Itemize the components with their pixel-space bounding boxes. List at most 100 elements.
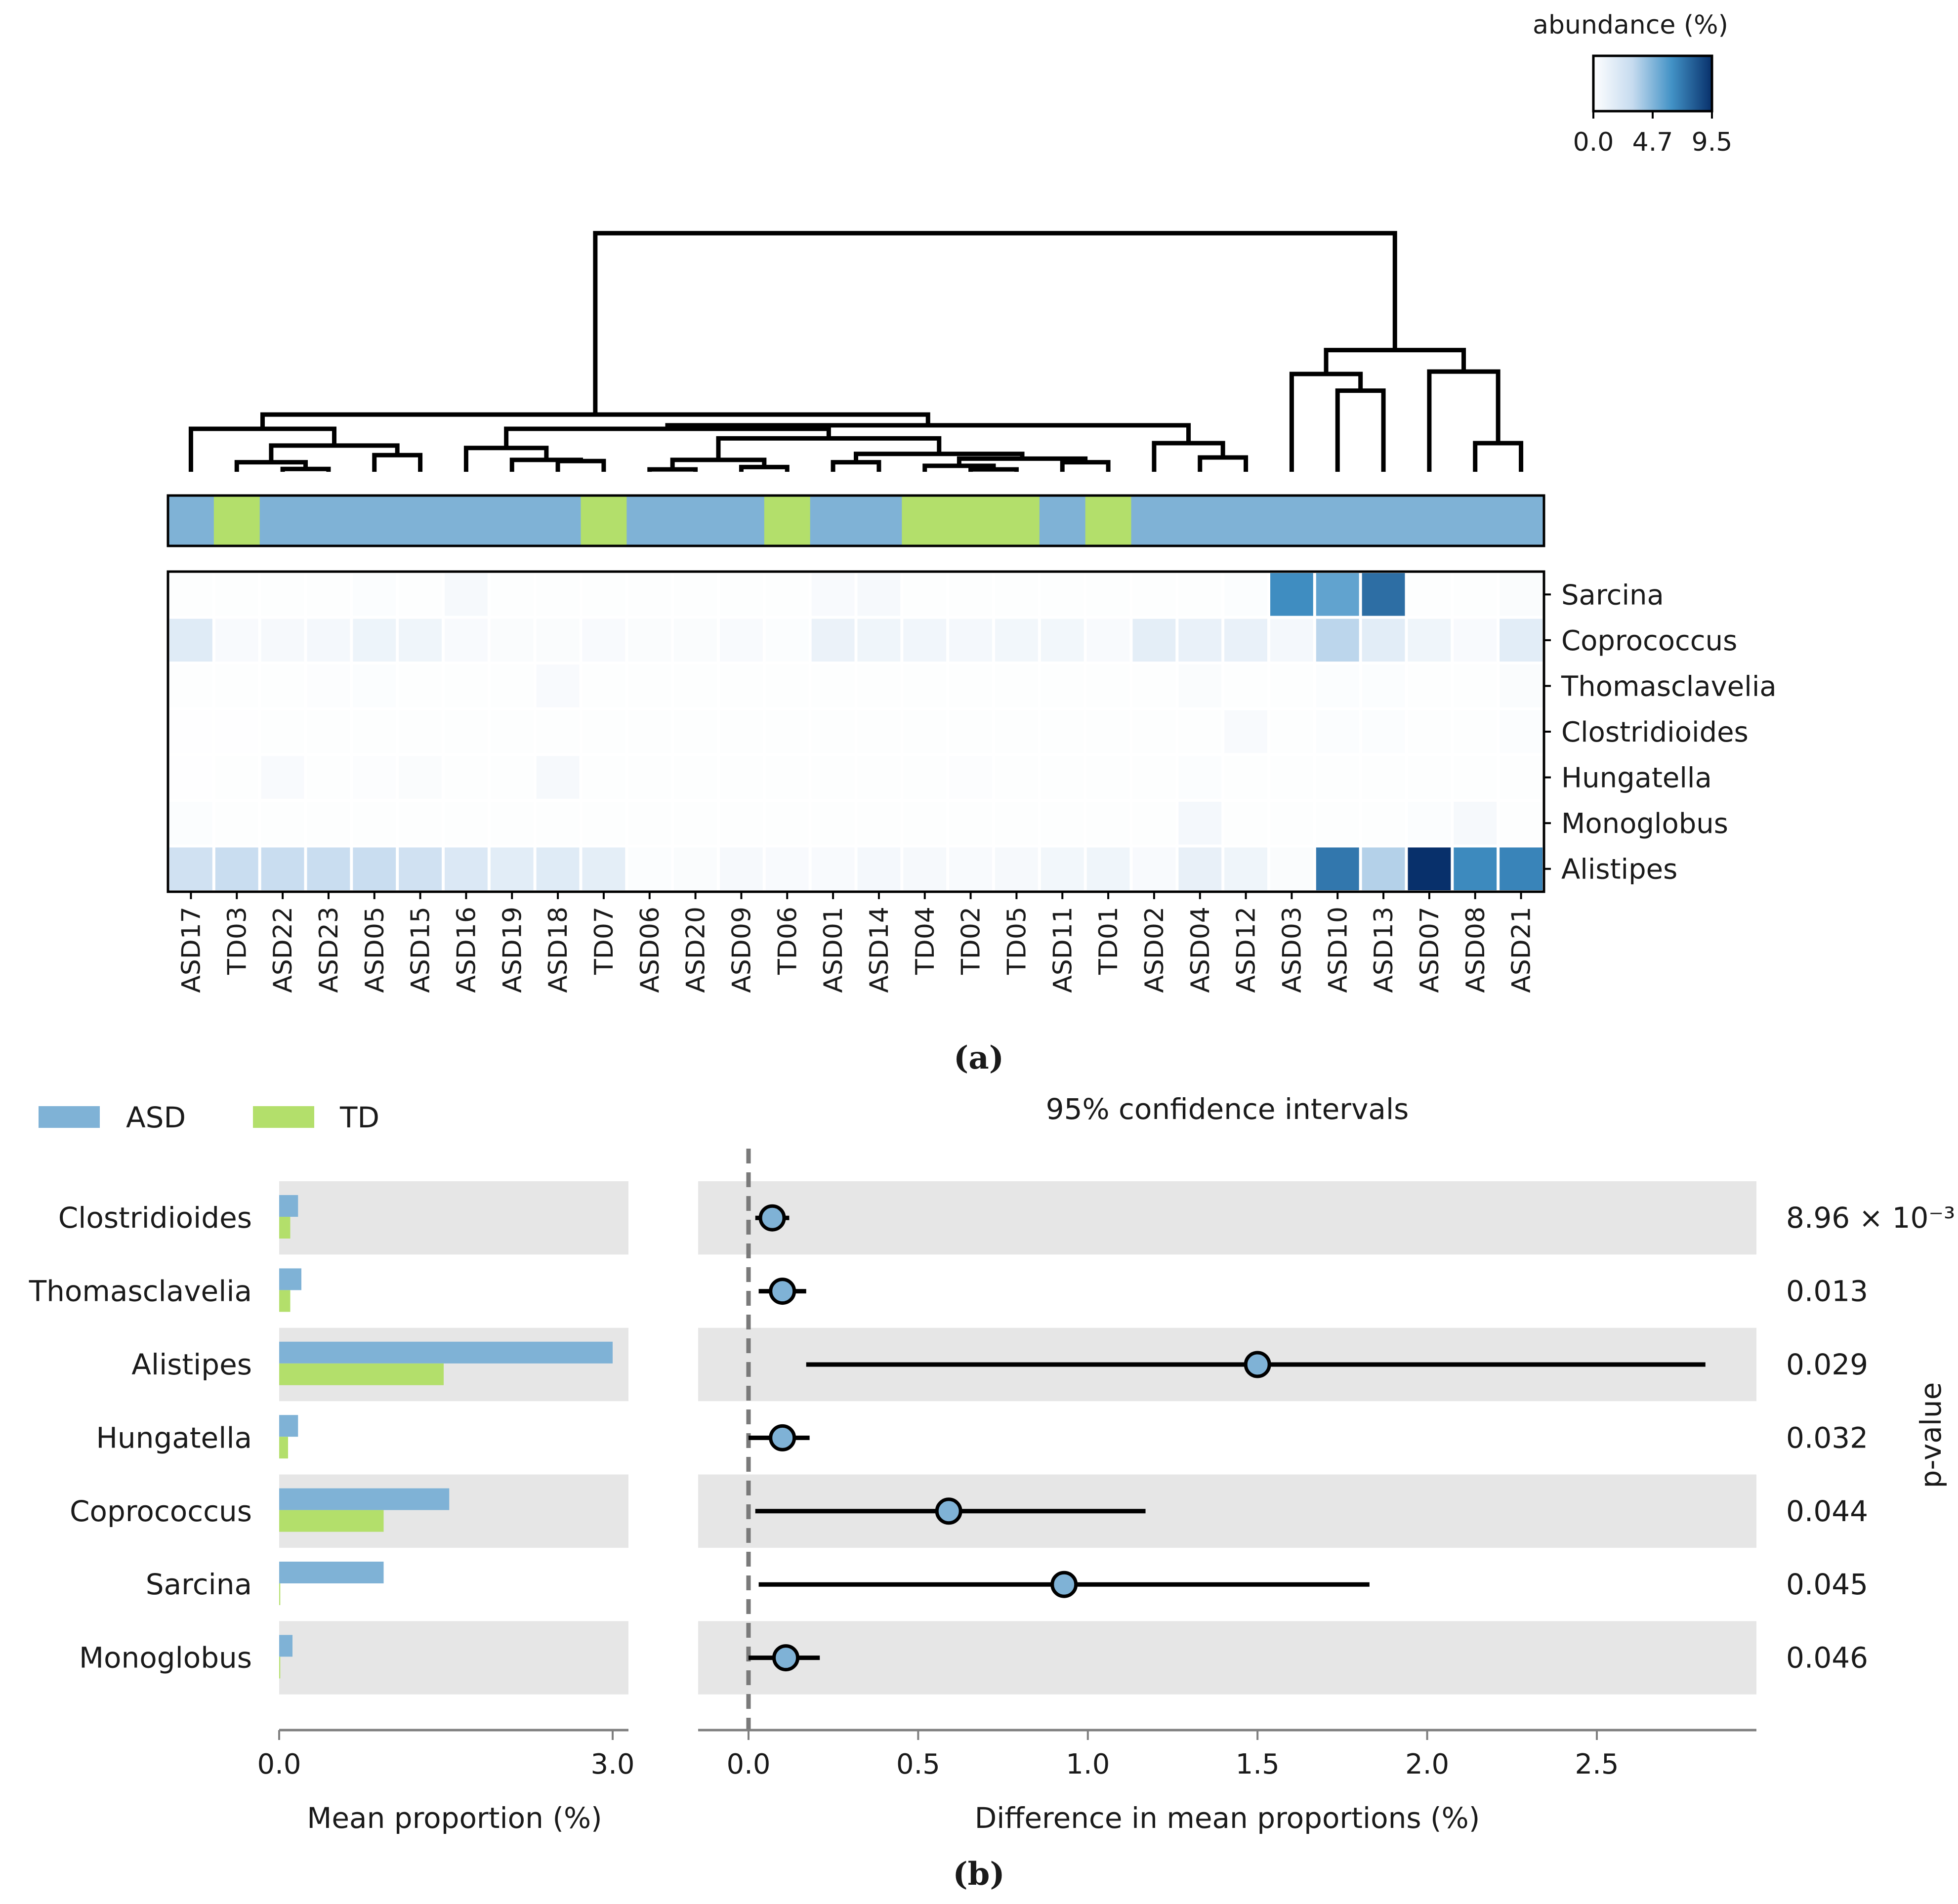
heatmap-cell-Clostridioides-ASD02 [1132,710,1176,753]
heatmap-cell-Alistipes-TD05 [995,847,1038,890]
p-value-label: 0.013 [1786,1275,1868,1308]
colorbar-tick-label: 9.5 [1692,127,1733,157]
heatmap-cell-Thomasclavelia-ASD01 [811,664,855,707]
heatmap-col-label: ASD15 [406,907,436,993]
heatmap-cell-Coprococcus-ASD10 [1316,619,1359,662]
bar-row-band [279,1621,628,1695]
heatmap-row-label: Alistipes [1561,854,1677,886]
heatmap-col-label: ASD05 [360,907,390,993]
p-value-label: 0.029 [1786,1348,1868,1381]
group-cell-ASD15 [397,496,444,546]
heatmap-col-label: ASD10 [1323,907,1353,993]
heatmap-cell-Thomasclavelia-ASD20 [674,664,717,707]
heatmap-cell-Alistipes-ASD04 [1178,847,1222,890]
heatmap-col-label: ASD21 [1507,907,1537,993]
heatmap-row-label: Coprococcus [1561,625,1737,657]
heatmap-cell-Monoglobus-ASD06 [628,801,671,845]
pvalue-axis-label: p-value [1914,1382,1948,1489]
heatmap-cell-Coprococcus-ASD14 [857,619,901,662]
heatmap-cell-Clostridioides-TD01 [1086,710,1130,753]
bar-asd-Clostridioides [279,1195,298,1217]
group-cell-ASD12 [1223,496,1269,546]
heatmap-cell-Alistipes-TD01 [1086,847,1130,890]
legend-label-td: TD [339,1101,379,1134]
dendrogram-link [555,458,606,472]
p-value-label: 8.96 × 10⁻³ [1786,1201,1955,1235]
dendrogram-link [188,426,337,472]
group-bar-frame [167,494,1545,547]
bar-td-Hungatella [279,1437,288,1459]
heatmap-cell-Monoglobus-ASD18 [536,801,580,845]
heatmap-cell-Hungatella-ASD05 [353,756,396,799]
ci-point-Alistipes [1244,1351,1271,1378]
heatmap-cell-Clostridioides-ASD03 [1270,710,1313,753]
heatmap-cell-Hungatella-ASD18 [536,756,580,799]
heatmap-cell-Hungatella-ASD01 [811,756,855,799]
heatmap-cell-Sarcina-ASD13 [1362,573,1405,616]
heatmap-cell-Sarcina-ASD10 [1316,573,1359,616]
heatmap-cell-Alistipes-ASD03 [1270,847,1313,890]
heatmap-cell-Monoglobus-ASD04 [1178,801,1222,845]
p-value-label: 0.046 [1786,1641,1868,1675]
heatmap-col-label: ASD23 [314,907,344,993]
heatmap-cell-Coprococcus-TD01 [1086,619,1130,662]
group-cell-ASD23 [305,496,352,546]
bar-td-Coprococcus [279,1510,384,1532]
ci-point-Sarcina [1050,1571,1078,1598]
heatmap-cell-Alistipes-ASD11 [1041,847,1084,890]
dendrogram-link [372,453,423,472]
heatmap-cell-Thomasclavelia-ASD15 [399,664,442,707]
heatmap-cell-Alistipes-ASD07 [1408,847,1451,890]
heatmap-cell-Sarcina-ASD22 [261,573,304,616]
heatmap-cell-Hungatella-TD02 [949,756,992,799]
p-value-label: 0.045 [1786,1568,1868,1601]
heatmap-cell-Coprococcus-ASD15 [399,619,442,662]
heatmap-cell-Coprococcus-ASD23 [307,619,350,662]
heatmap-cell-Alistipes-ASD12 [1224,847,1267,890]
heatmap-cell-Coprococcus-ASD04 [1178,619,1222,662]
heatmap-col-label: ASD22 [268,907,298,993]
heatmap-cell-Monoglobus-ASD02 [1132,801,1176,845]
heatmap-cell-Alistipes-TD02 [949,847,992,890]
heatmap-cell-Alistipes-TD04 [903,847,947,890]
heatmap-col-label: ASD01 [819,907,848,993]
heatmap-cell-Sarcina-ASD17 [169,573,212,616]
group-cell-ASD11 [1039,496,1086,546]
ci-point-Clostridioides [758,1204,786,1232]
heatmap-cell-Coprococcus-ASD16 [445,619,488,662]
heatmap-cell-Clostridioides-ASD23 [307,710,350,753]
bar-x-tick-label: 0.0 [257,1748,301,1780]
heatmap-cell-Monoglobus-ASD14 [857,801,901,845]
bar-category-label: Coprococcus [70,1494,252,1528]
group-cell-ASD07 [1406,496,1453,546]
heatmap-col-label: TD01 [1094,907,1124,975]
group-cell-ASD16 [443,496,490,546]
heatmap-cell-Sarcina-ASD19 [490,573,534,616]
heatmap-cell-Sarcina-ASD05 [353,573,396,616]
heatmap-cell-Alistipes-TD06 [765,847,809,890]
heatmap-cell-Alistipes-ASD18 [536,847,580,890]
heatmap-cell-Alistipes-ASD13 [1362,847,1405,890]
heatmap-cell-Sarcina-ASD16 [445,573,488,616]
heatmap-cell-Clostridioides-ASD07 [1408,710,1451,753]
heatmap-cell-Sarcina-ASD03 [1270,573,1313,616]
ci-x-tick-label: 1.0 [1066,1748,1110,1780]
bar-td-Alistipes [279,1363,444,1385]
bar-asd-Alistipes [279,1341,613,1364]
heatmap-cell-Monoglobus-ASD05 [353,801,396,845]
heatmap-col-label: ASD16 [452,907,481,993]
heatmap-cell-Thomasclavelia-ASD08 [1454,664,1497,707]
heatmap-cell-Sarcina-TD03 [215,573,258,616]
heatmap-cell-Monoglobus-ASD21 [1500,801,1542,845]
heatmap-cell-Alistipes-ASD20 [674,847,717,890]
heatmap-cell-Alistipes-ASD23 [307,847,350,890]
heatmap-cell-Hungatella-ASD08 [1454,756,1497,799]
heatmap-col-label: TD04 [911,907,940,975]
heatmap-col-label: TD02 [957,907,986,975]
group-cell-ASD13 [1360,496,1407,546]
heatmap-cell-Coprococcus-ASD07 [1408,619,1451,662]
group-cell-ASD10 [1314,496,1361,546]
heatmap-cell-Hungatella-ASD23 [307,756,350,799]
heatmap-cell-Alistipes-ASD14 [857,847,901,890]
heatmap-col-label: ASD17 [176,907,206,993]
